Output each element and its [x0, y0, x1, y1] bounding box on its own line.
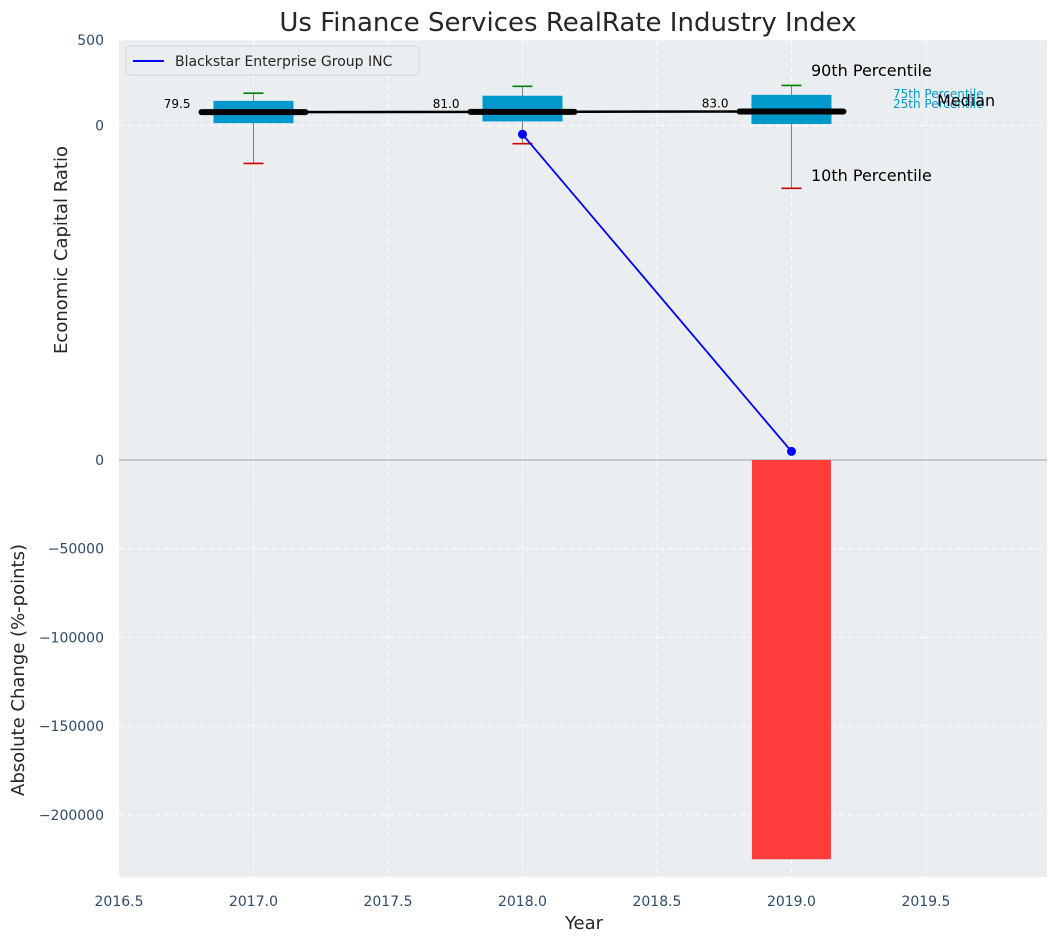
plot-panels: [119, 39, 1047, 877]
p25-annotation: 25th Percentile: [893, 97, 984, 111]
bottom-y-tick-label: −100000: [39, 630, 104, 646]
legend-entry: Blackstar Enterprise Group INC: [175, 54, 393, 70]
bottom-panel-background: [119, 460, 1047, 877]
legend-box: [125, 45, 420, 76]
x-tick-label: 2018.0: [498, 894, 547, 910]
iqr-box: [482, 95, 563, 122]
x-tick-label: 2018.5: [632, 894, 681, 910]
x-tick-label: 2017.0: [229, 894, 278, 910]
legend: Blackstar Enterprise Group INC: [125, 45, 420, 76]
x-axis-label: Year: [564, 913, 604, 934]
p75-annotation: 75th Percentile: [893, 87, 984, 101]
median-value-label: 83.0: [702, 96, 729, 110]
series-line: [521, 133, 793, 453]
p10-annotation: 10th Percentile: [811, 166, 932, 185]
bottom-y-axis-label: Absolute Change (%-points): [8, 544, 29, 796]
bottom-y-tick-label: −200000: [39, 808, 104, 824]
x-tick-label: 2017.5: [363, 894, 412, 910]
chart-title: Us Finance Services RealRate Industry In…: [279, 8, 856, 38]
change-bar: [751, 460, 831, 860]
bottom-y-tick-label: 0: [95, 453, 104, 469]
bottom-y-tick-label: −50000: [48, 542, 104, 558]
p90-annotation: 90th Percentile: [811, 61, 932, 80]
top-y-tick-label: 500: [77, 33, 104, 49]
top-y-axis-label: Economic Capital Ratio: [51, 146, 72, 354]
bottom-y-tick-label: −150000: [39, 719, 104, 735]
x-tick-label: 2019.5: [901, 894, 950, 910]
median-value-label: 79.5: [164, 97, 191, 111]
x-tick-label: 2019.0: [767, 894, 816, 910]
x-tick-label: 2016.5: [95, 894, 144, 910]
median-value-label: 81.0: [433, 97, 460, 111]
top-y-tick-label: 0: [95, 119, 104, 135]
series-point: [517, 129, 527, 139]
series-point: [786, 446, 796, 456]
median-annotation: Median: [937, 91, 995, 110]
